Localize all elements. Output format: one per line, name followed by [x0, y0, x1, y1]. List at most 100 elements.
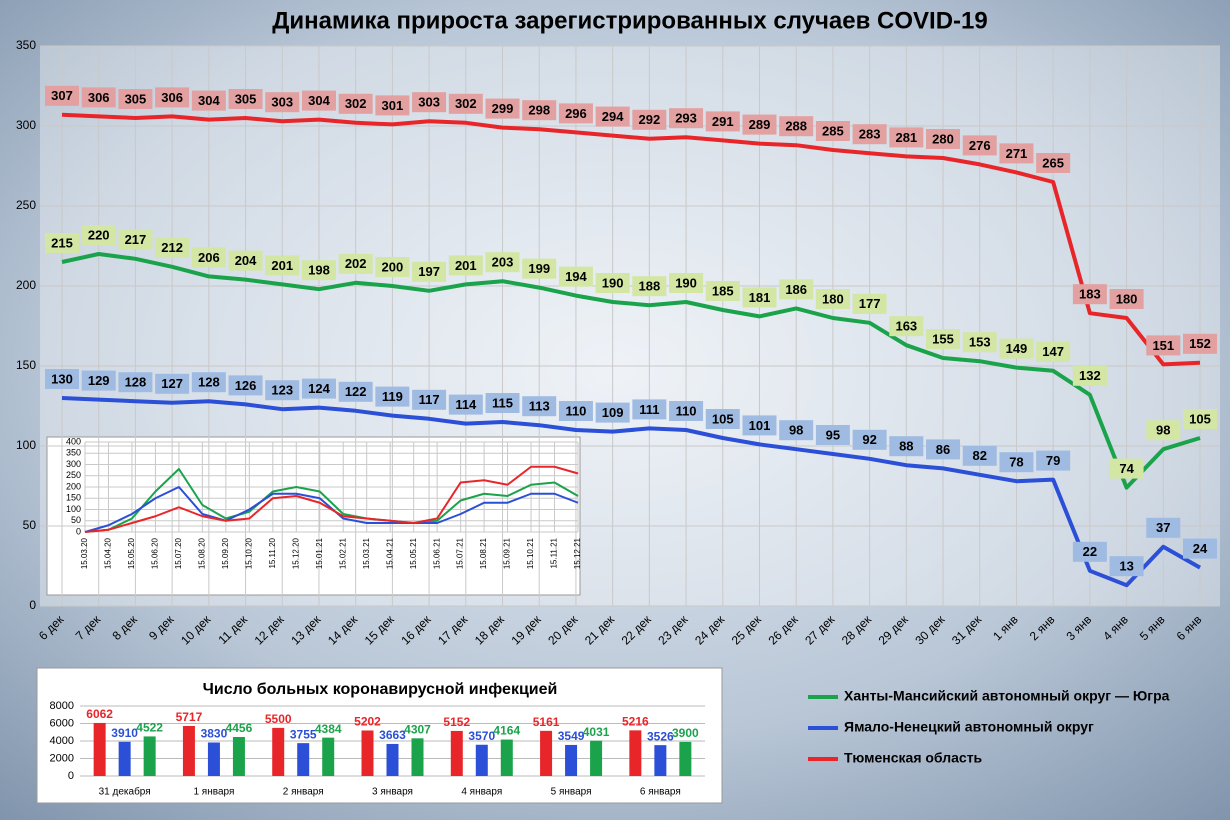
data-label: 281	[895, 130, 917, 145]
data-label: 129	[88, 373, 110, 388]
bar	[118, 741, 131, 776]
y-tick-label: 100	[16, 438, 36, 452]
bar-label: 5216	[622, 715, 649, 729]
data-label-box	[962, 332, 997, 353]
data-label: 132	[1079, 368, 1101, 383]
bar-label: 3570	[468, 729, 495, 743]
bar-label: 3830	[201, 727, 228, 741]
bar-label: 4031	[583, 725, 610, 739]
y-tick-label: 2000	[50, 752, 74, 764]
data-label-box	[852, 429, 887, 450]
data-label-box	[1072, 541, 1107, 562]
bar-label: 3526	[647, 729, 674, 743]
data-label: 298	[528, 103, 550, 118]
y-tick-label: 150	[66, 493, 81, 503]
data-label: 177	[859, 296, 881, 311]
x-tick-label: 15.10.21	[526, 537, 535, 569]
x-tick-label: 15.12.20	[291, 537, 300, 569]
data-label: 303	[271, 95, 293, 110]
data-label-box	[926, 329, 961, 349]
data-label-box	[742, 114, 777, 135]
data-label: 79	[1046, 453, 1060, 468]
data-label: 265	[1042, 155, 1064, 170]
data-label: 110	[676, 403, 697, 418]
bar	[679, 741, 692, 776]
bar-label: 3910	[111, 726, 138, 740]
data-label: 202	[345, 256, 367, 271]
data-label-box	[228, 250, 263, 271]
series-line	[61, 396, 1201, 588]
data-label: 127	[161, 376, 183, 391]
data-label-box	[962, 445, 997, 466]
x-tick-label: 1 января	[193, 787, 234, 798]
data-label: 303	[418, 95, 440, 110]
y-tick-label: 0	[29, 598, 36, 612]
bar-label: 5202	[354, 715, 381, 729]
data-label-box	[228, 375, 263, 396]
data-label: 293	[675, 111, 697, 126]
data-label: 110	[565, 403, 586, 418]
bar	[93, 722, 106, 776]
data-label: 115	[492, 395, 513, 410]
x-tick-label: 15.03.20	[80, 537, 89, 569]
data-label-box	[852, 124, 887, 145]
data-label: 204	[235, 253, 257, 268]
x-tick-label: 15.07.20	[174, 537, 183, 569]
bar-box	[36, 667, 723, 804]
data-label-box	[191, 90, 226, 111]
x-tick-label: 15.01.21	[315, 537, 324, 569]
data-label-box	[595, 273, 630, 293]
bar-label: 5161	[533, 715, 560, 729]
bar-label: 5152	[443, 715, 470, 729]
data-label-box	[81, 87, 116, 108]
data-label-box	[742, 415, 777, 436]
data-label: 305	[235, 91, 257, 106]
data-label: 186	[785, 282, 807, 297]
bar	[386, 743, 399, 776]
data-label: 130	[51, 371, 73, 386]
x-tick-label: 15.08.20	[197, 537, 206, 569]
data-label-box	[228, 89, 263, 109]
data-label-box	[1036, 450, 1071, 471]
data-label-box	[45, 233, 79, 253]
data-label-box	[669, 108, 704, 129]
series-line	[84, 468, 579, 533]
data-label: 86	[936, 442, 950, 457]
data-label: 271	[1006, 146, 1028, 161]
legend-label: Ямало-Ненецкий автономный округ	[844, 719, 1094, 735]
data-label-box	[558, 266, 593, 287]
data-label-box	[926, 129, 961, 149]
y-tick-label: 250	[66, 470, 81, 480]
data-label-box	[522, 396, 557, 417]
data-label: 147	[1042, 344, 1064, 359]
data-label-box	[338, 253, 373, 274]
data-label-box	[81, 370, 116, 391]
y-tick-label: 250	[16, 198, 36, 212]
data-label-box	[779, 279, 814, 300]
y-tick-label: 4000	[50, 735, 74, 747]
data-label: 88	[899, 439, 913, 454]
data-label: 101	[749, 418, 771, 433]
data-label: 149	[1006, 341, 1028, 356]
data-label: 294	[602, 109, 624, 124]
data-label-box	[301, 378, 336, 399]
x-tick-label: 2 января	[283, 787, 324, 798]
legend-label: Ханты-Мансийский автономный округ — Югра	[844, 688, 1170, 704]
data-label: 217	[125, 232, 147, 247]
data-label: 128	[198, 375, 220, 390]
data-label: 199	[528, 261, 550, 276]
data-label-box	[1183, 333, 1217, 354]
data-label: 82	[973, 448, 987, 463]
data-label-box	[779, 116, 814, 137]
chart-title: Динамика прироста зарегистрированных слу…	[272, 7, 987, 34]
data-label-box	[1072, 284, 1107, 305]
y-tick-label: 8000	[50, 700, 74, 712]
data-label: 206	[198, 250, 220, 265]
data-label-box	[595, 402, 630, 423]
data-label-box	[669, 401, 704, 421]
x-tick-label: 4 января	[461, 787, 502, 798]
bar	[232, 737, 245, 776]
data-label: 306	[161, 90, 183, 105]
y-tick-label: 350	[66, 448, 81, 458]
data-label-box	[705, 281, 740, 301]
